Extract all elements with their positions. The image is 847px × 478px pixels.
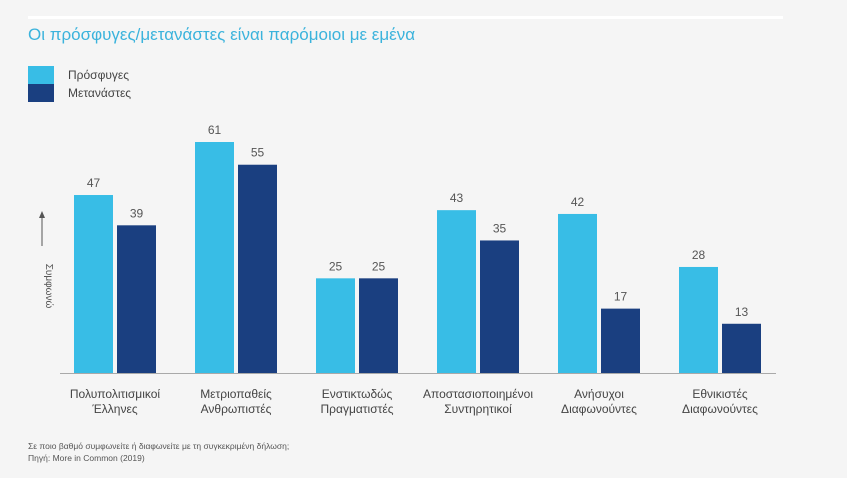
data-label: 35 (493, 221, 507, 235)
y-axis-arrow-icon (39, 211, 45, 218)
data-label: 17 (614, 290, 628, 304)
bar-refugees (195, 142, 234, 373)
data-label: 61 (208, 123, 222, 137)
bar-refugees (74, 195, 113, 373)
data-label: 13 (735, 305, 749, 319)
bar-migrants (359, 278, 398, 373)
legend-label-refugees: Πρόσφυγες (68, 68, 130, 82)
bar-refugees (679, 266, 718, 373)
top-rule (28, 16, 783, 19)
legend-label-migrants: Μετανάστες (68, 86, 132, 100)
x-tick-label: Μετριοπαθείς (200, 387, 272, 401)
x-tick-label: Πραγματιστές (321, 402, 394, 416)
data-label: 28 (692, 248, 706, 262)
x-tick-label: Ανθρωπιστές (201, 402, 272, 416)
data-label: 42 (571, 195, 585, 209)
bar-refugees (558, 213, 597, 373)
legend-swatch-refugees (28, 66, 54, 84)
bar-migrants (238, 164, 277, 373)
bar-migrants (722, 323, 761, 373)
x-tick-label: Έλληνες (91, 402, 137, 416)
bar-refugees (437, 210, 476, 373)
data-label: 25 (329, 259, 343, 273)
bar-migrants (117, 225, 156, 373)
legend-swatch-migrants (28, 84, 54, 102)
x-tick-label: Διαφωνούντες (682, 402, 758, 416)
y-axis-label: Συμφωνώ (43, 264, 55, 309)
x-tick-label: Συντηρητικοί (444, 402, 512, 416)
x-tick-label: Ενστικτωδώς (322, 387, 393, 401)
data-label: 25 (372, 259, 386, 273)
x-tick-label: Διαφωνούντες (561, 402, 637, 416)
data-label: 55 (251, 146, 265, 160)
x-tick-label: Πολυπολιτισμικοί (70, 387, 161, 401)
data-label: 47 (87, 176, 101, 190)
footnote-question: Σε ποιο βαθμό συμφωνείτε ή διαφωνείτε με… (28, 441, 290, 451)
data-label: 43 (450, 191, 464, 205)
footnote: Σε ποιο βαθμό συμφωνείτε ή διαφωνείτε με… (28, 440, 289, 464)
x-tick-label: Αποστασιοποιημένοι (423, 387, 533, 401)
chart-title: Οι πρόσφυγες/μετανάστες είναι παρόμοιοι … (28, 25, 416, 44)
x-tick-label: Ανήσυχοι (574, 387, 624, 401)
bar-migrants (480, 240, 519, 373)
footnote-source: Πηγή: More in Common (2019) (28, 453, 145, 463)
bar-refugees (316, 278, 355, 373)
bar-migrants (601, 308, 640, 373)
data-label: 39 (130, 206, 144, 220)
x-tick-label: Εθνικιστές (692, 387, 748, 401)
